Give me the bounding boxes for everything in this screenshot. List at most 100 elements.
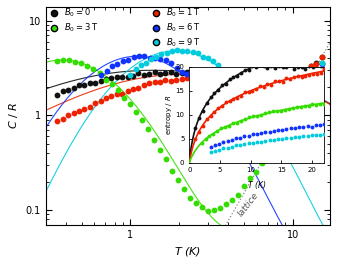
- Point: [298, 70, 303, 74]
- Point: [276, 134, 281, 138]
- Point: [283, 110, 288, 114]
- Point: [271, 75, 276, 79]
- Point: [292, 73, 298, 77]
- Point: [151, 138, 156, 143]
- Y-axis label: $C$ / $R$: $C$ / $R$: [7, 102, 20, 129]
- Point: [128, 73, 133, 77]
- Point: [76, 109, 82, 113]
- Point: [233, 74, 238, 78]
- Point: [226, 72, 232, 76]
- Point: [319, 62, 325, 67]
- Point: [169, 169, 174, 173]
- Point: [152, 80, 157, 85]
- Point: [201, 89, 206, 93]
- Point: [239, 139, 244, 143]
- Point: [103, 96, 109, 100]
- Point: [184, 70, 190, 74]
- Legend: $B_0 = 1$ T, $B_0 = 6$ T, $B_0 = 9$ T: $B_0 = 1$ T, $B_0 = 6$ T, $B_0 = 9$ T: [148, 7, 202, 48]
- Point: [249, 75, 254, 80]
- Point: [289, 112, 295, 116]
- Point: [190, 77, 195, 81]
- Point: [114, 92, 120, 96]
- Point: [238, 74, 244, 78]
- Point: [184, 76, 190, 80]
- Point: [181, 187, 186, 191]
- Point: [268, 112, 273, 117]
- Point: [217, 205, 222, 210]
- Text: lattice: lattice: [237, 191, 261, 219]
- Point: [147, 55, 152, 60]
- Point: [235, 192, 240, 197]
- Point: [103, 77, 109, 82]
- Point: [211, 208, 216, 212]
- Point: [82, 83, 87, 87]
- Point: [65, 88, 71, 92]
- Point: [304, 87, 309, 92]
- Point: [120, 75, 125, 79]
- Point: [292, 73, 298, 78]
- Point: [217, 109, 222, 113]
- Point: [179, 77, 184, 81]
- Point: [217, 73, 222, 77]
- Point: [60, 89, 65, 93]
- Point: [163, 71, 168, 75]
- Point: [174, 72, 179, 76]
- Point: [200, 55, 206, 59]
- Point: [127, 102, 132, 106]
- Point: [131, 55, 136, 59]
- Point: [136, 54, 142, 58]
- Point: [103, 77, 108, 82]
- Point: [133, 110, 138, 114]
- Point: [174, 48, 180, 52]
- Point: [55, 92, 60, 97]
- Point: [211, 72, 217, 76]
- Point: [120, 59, 125, 63]
- Point: [244, 143, 249, 147]
- Point: [60, 116, 65, 121]
- Point: [139, 118, 144, 122]
- Point: [67, 58, 72, 62]
- Point: [271, 141, 276, 145]
- Point: [168, 70, 174, 74]
- Point: [190, 76, 195, 80]
- Point: [314, 61, 319, 66]
- Point: [195, 71, 201, 76]
- Point: [97, 71, 102, 75]
- Point: [257, 104, 263, 108]
- Point: [157, 80, 163, 84]
- Point: [308, 81, 314, 86]
- Point: [205, 209, 210, 214]
- Point: [125, 89, 130, 93]
- Point: [168, 60, 174, 65]
- Point: [233, 132, 239, 136]
- Point: [109, 76, 114, 80]
- Point: [130, 87, 136, 91]
- Point: [141, 73, 147, 77]
- Point: [121, 96, 126, 100]
- Point: [93, 81, 98, 85]
- Point: [313, 72, 318, 77]
- Point: [222, 72, 227, 76]
- Point: [163, 58, 168, 62]
- Point: [157, 148, 162, 152]
- Point: [271, 140, 276, 144]
- Point: [299, 95, 304, 99]
- Point: [195, 83, 201, 88]
- Point: [73, 60, 78, 64]
- Point: [277, 133, 282, 138]
- Point: [195, 76, 201, 80]
- Point: [179, 71, 184, 75]
- Point: [93, 101, 98, 105]
- Point: [104, 69, 109, 73]
- Point: [292, 108, 298, 113]
- Point: [114, 74, 120, 79]
- Point: [242, 88, 247, 92]
- Point: [136, 71, 141, 76]
- Point: [152, 70, 157, 74]
- Point: [211, 75, 217, 79]
- Point: [115, 88, 120, 92]
- Point: [303, 68, 308, 72]
- Point: [287, 117, 292, 121]
- Point: [308, 64, 314, 68]
- Point: [265, 145, 271, 149]
